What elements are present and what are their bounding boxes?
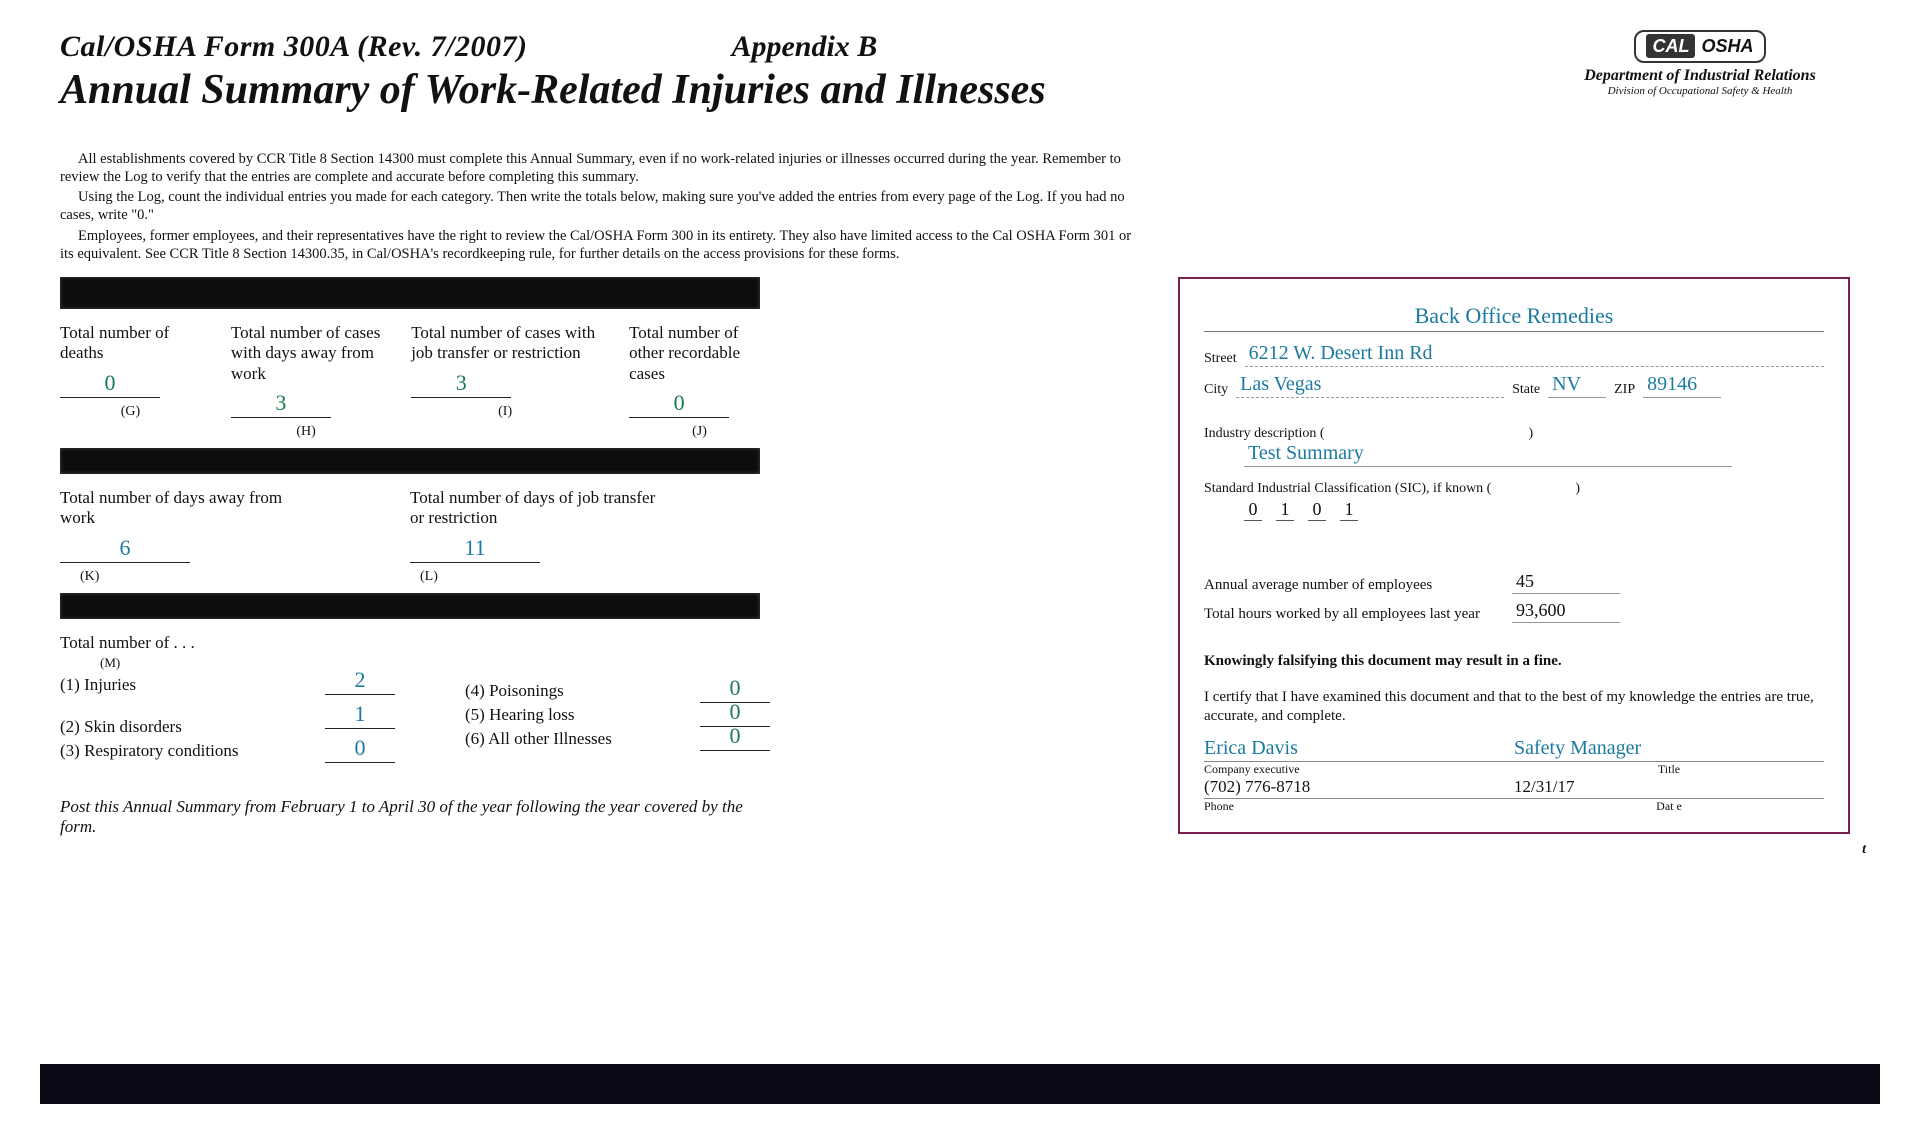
- division-name: Division of Occupational Safety & Health: [1550, 85, 1850, 97]
- deaths-code: (G): [60, 404, 201, 420]
- exec-label: Company executive: [1204, 762, 1514, 777]
- intro-p2: Using the Log, count the individual entr…: [60, 188, 1140, 224]
- zip-label: ZIP: [1614, 382, 1635, 398]
- section-bar-illness: [60, 593, 760, 619]
- sic-d3: 0: [1308, 499, 1326, 521]
- establishment-name: Back Office Remedies: [1204, 303, 1824, 332]
- phone-label: Phone: [1204, 799, 1514, 814]
- transfer-code: (I): [411, 404, 599, 420]
- hours-label: Total hours worked by all employees last…: [1204, 606, 1504, 623]
- title-label: Title: [1514, 762, 1824, 777]
- intro-p3: Employees, former employees, and their r…: [60, 227, 1140, 263]
- avgemp-label: Annual average number of employees: [1204, 577, 1504, 594]
- appendix-label: Appendix B: [731, 30, 877, 63]
- date-value: 12/31/17: [1514, 777, 1824, 799]
- street-label: Street: [1204, 351, 1237, 367]
- industry-value: Test Summary: [1244, 442, 1732, 467]
- header: Cal/OSHA Form 300A (Rev. 7/2007) Appendi…: [60, 30, 1850, 114]
- section-bar-days: [60, 448, 760, 474]
- respiratory-label: (3) Respiratory conditions: [60, 741, 255, 761]
- deaths-label: Total number of deaths: [60, 323, 201, 364]
- intro-p1: All establishments covered by CCR Title …: [60, 150, 1140, 186]
- establishment-box: Back Office Remedies Street 6212 W. Dese…: [1178, 277, 1850, 834]
- other-label: Total number of other recordable cases: [629, 323, 770, 384]
- illness-heading: Total number of . . .: [60, 633, 770, 653]
- daysaway-code: (H): [231, 424, 381, 440]
- calosha-logo: CALOSHA: [1634, 30, 1765, 63]
- logo-block: CALOSHA Department of Industrial Relatio…: [1550, 30, 1850, 97]
- industry-paren: ): [1529, 426, 1534, 441]
- skin-value: 1: [325, 701, 395, 729]
- sic-paren: ): [1575, 481, 1580, 496]
- section-bar-cases: [60, 277, 760, 309]
- sic-d2: 1: [1276, 499, 1294, 521]
- daysaway2-label: Total number of days away from work: [60, 488, 290, 529]
- other-value: 0: [629, 390, 729, 418]
- transfer-value: 3: [411, 370, 511, 398]
- exec-name: Erica Davis: [1204, 737, 1514, 762]
- logo-cal: CAL: [1646, 34, 1695, 58]
- sic-label: Standard Industrial Classification (SIC)…: [1204, 481, 1491, 496]
- daysaway-label: Total number of cases with days away fro…: [231, 323, 381, 384]
- sic-d4: 1: [1340, 499, 1358, 521]
- restrict-code: (L): [420, 569, 670, 585]
- days-row: Total number of days away from work 6 (K…: [60, 488, 770, 585]
- stray-char: t: [1862, 842, 1866, 858]
- allother-label: (6) All other Illnesses: [465, 729, 630, 749]
- page-title: Annual Summary of Work-Related Injuries …: [60, 66, 1550, 114]
- posting-note: Post this Annual Summary from February 1…: [60, 797, 780, 837]
- illness-m-code: (M): [100, 655, 255, 671]
- allother-value: 0: [700, 723, 770, 751]
- industry-label: Industry description (: [1204, 426, 1325, 441]
- street-value: 6212 W. Desert Inn Rd: [1245, 342, 1824, 367]
- state-value: NV: [1548, 373, 1606, 398]
- zip-value: 89146: [1643, 373, 1721, 398]
- other-code: (J): [629, 424, 770, 440]
- daysaway2-code: (K): [80, 569, 290, 585]
- respiratory-value: 0: [325, 735, 395, 763]
- falsify-warning: Knowingly falsifying this document may r…: [1204, 653, 1824, 670]
- daysaway-value: 3: [231, 390, 331, 418]
- phone-value: (702) 776-8718: [1204, 777, 1514, 799]
- skin-label: (2) Skin disorders: [60, 717, 255, 737]
- city-value: Las Vegas: [1236, 373, 1504, 398]
- hearing-label: (5) Hearing loss: [465, 705, 630, 725]
- deaths-value: 0: [60, 370, 160, 398]
- title-value: Safety Manager: [1514, 737, 1824, 762]
- department-name: Department of Industrial Relations: [1550, 67, 1850, 85]
- injuries-label: (1) Injuries: [60, 675, 255, 695]
- poisonings-label: (4) Poisonings: [465, 681, 630, 701]
- date-label: Dat e: [1514, 799, 1824, 814]
- avgemp-value: 45: [1512, 571, 1620, 594]
- sic-d1: 0: [1244, 499, 1262, 521]
- form-id: Cal/OSHA Form 300A (Rev. 7/2007): [60, 30, 527, 63]
- restrict-value: 11: [410, 535, 540, 563]
- footer-bar: [40, 1064, 1880, 1104]
- cases-row: Total number of deaths 0 (G) Total numbe…: [60, 323, 770, 440]
- transfer-label: Total number of cases with job transfer …: [411, 323, 599, 364]
- certification-text: I certify that I have examined this docu…: [1204, 688, 1824, 727]
- logo-osha: OSHA: [1695, 36, 1753, 56]
- city-label: City: [1204, 382, 1228, 398]
- injuries-value: 2: [325, 667, 395, 695]
- state-label: State: [1512, 382, 1540, 398]
- daysaway2-value: 6: [60, 535, 190, 563]
- hours-value: 93,600: [1512, 600, 1620, 623]
- restrict-label: Total number of days of job transfer or …: [410, 488, 670, 529]
- instructions-block: All establishments covered by CCR Title …: [60, 150, 1140, 263]
- illness-grid: (M) (1) Injuries (2) Skin disorders (3) …: [60, 655, 770, 765]
